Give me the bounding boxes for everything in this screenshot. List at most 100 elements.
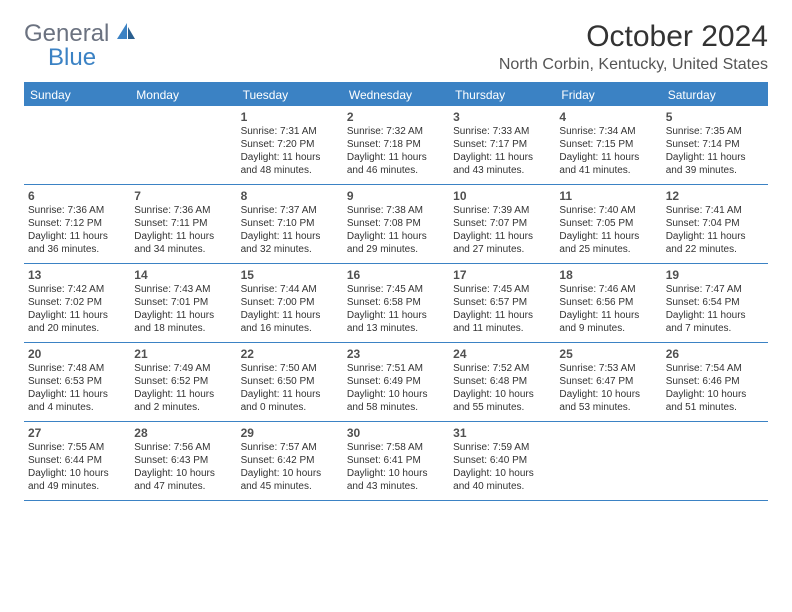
calendar: SundayMondayTuesdayWednesdayThursdayFrid… (24, 82, 768, 501)
title-block: October 2024 North Corbin, Kentucky, Uni… (499, 20, 768, 74)
sunset-text: Sunset: 7:11 PM (134, 217, 232, 230)
sunrise-text: Sunrise: 7:45 AM (453, 283, 551, 296)
sunrise-text: Sunrise: 7:58 AM (347, 441, 445, 454)
day-info: Sunrise: 7:59 AMSunset: 6:40 PMDaylight:… (453, 441, 551, 493)
sunrise-text: Sunrise: 7:46 AM (559, 283, 657, 296)
daylight-text: Daylight: 11 hours (666, 230, 764, 243)
sunrise-text: Sunrise: 7:59 AM (453, 441, 551, 454)
daylight-text: and 11 minutes. (453, 322, 551, 335)
day-info: Sunrise: 7:34 AMSunset: 7:15 PMDaylight:… (559, 125, 657, 177)
header: General Blue October 2024 North Corbin, … (24, 20, 768, 74)
day-cell: 9Sunrise: 7:38 AMSunset: 7:08 PMDaylight… (343, 185, 449, 263)
day-cell: 24Sunrise: 7:52 AMSunset: 6:48 PMDayligh… (449, 343, 555, 421)
day-cell (662, 422, 768, 500)
sunrise-text: Sunrise: 7:47 AM (666, 283, 764, 296)
daylight-text: and 16 minutes. (241, 322, 339, 335)
day-cell: 7Sunrise: 7:36 AMSunset: 7:11 PMDaylight… (130, 185, 236, 263)
day-info: Sunrise: 7:33 AMSunset: 7:17 PMDaylight:… (453, 125, 551, 177)
sail-icon (115, 21, 137, 48)
day-cell: 16Sunrise: 7:45 AMSunset: 6:58 PMDayligh… (343, 264, 449, 342)
location-label: North Corbin, Kentucky, United States (499, 56, 768, 74)
day-cell: 23Sunrise: 7:51 AMSunset: 6:49 PMDayligh… (343, 343, 449, 421)
day-info: Sunrise: 7:36 AMSunset: 7:12 PMDaylight:… (28, 204, 126, 256)
daylight-text: Daylight: 11 hours (559, 230, 657, 243)
day-cell: 20Sunrise: 7:48 AMSunset: 6:53 PMDayligh… (24, 343, 130, 421)
day-number: 19 (666, 266, 764, 283)
day-cell: 21Sunrise: 7:49 AMSunset: 6:52 PMDayligh… (130, 343, 236, 421)
daylight-text: and 43 minutes. (347, 480, 445, 493)
day-cell: 10Sunrise: 7:39 AMSunset: 7:07 PMDayligh… (449, 185, 555, 263)
sunset-text: Sunset: 6:43 PM (134, 454, 232, 467)
day-info: Sunrise: 7:52 AMSunset: 6:48 PMDaylight:… (453, 362, 551, 414)
day-info: Sunrise: 7:43 AMSunset: 7:01 PMDaylight:… (134, 283, 232, 335)
weekday-label: Tuesday (237, 84, 343, 106)
sunset-text: Sunset: 7:18 PM (347, 138, 445, 151)
sunset-text: Sunset: 7:14 PM (666, 138, 764, 151)
day-number: 6 (28, 187, 126, 204)
daylight-text: and 9 minutes. (559, 322, 657, 335)
day-number: 10 (453, 187, 551, 204)
sunrise-text: Sunrise: 7:37 AM (241, 204, 339, 217)
day-number: 16 (347, 266, 445, 283)
weekday-label: Wednesday (343, 84, 449, 106)
day-number: 2 (347, 108, 445, 125)
daylight-text: Daylight: 11 hours (241, 309, 339, 322)
sunrise-text: Sunrise: 7:41 AM (666, 204, 764, 217)
day-cell: 26Sunrise: 7:54 AMSunset: 6:46 PMDayligh… (662, 343, 768, 421)
day-info: Sunrise: 7:35 AMSunset: 7:14 PMDaylight:… (666, 125, 764, 177)
sunrise-text: Sunrise: 7:36 AM (28, 204, 126, 217)
daylight-text: Daylight: 11 hours (241, 388, 339, 401)
sunrise-text: Sunrise: 7:57 AM (241, 441, 339, 454)
day-info: Sunrise: 7:36 AMSunset: 7:11 PMDaylight:… (134, 204, 232, 256)
daylight-text: and 27 minutes. (453, 243, 551, 256)
daylight-text: and 51 minutes. (666, 401, 764, 414)
day-number: 5 (666, 108, 764, 125)
day-info: Sunrise: 7:31 AMSunset: 7:20 PMDaylight:… (241, 125, 339, 177)
sunset-text: Sunset: 6:58 PM (347, 296, 445, 309)
sunrise-text: Sunrise: 7:53 AM (559, 362, 657, 375)
sunrise-text: Sunrise: 7:56 AM (134, 441, 232, 454)
daylight-text: and 43 minutes. (453, 164, 551, 177)
week-row: 20Sunrise: 7:48 AMSunset: 6:53 PMDayligh… (24, 343, 768, 422)
daylight-text: and 49 minutes. (28, 480, 126, 493)
day-cell: 3Sunrise: 7:33 AMSunset: 7:17 PMDaylight… (449, 106, 555, 184)
sunset-text: Sunset: 7:15 PM (559, 138, 657, 151)
daylight-text: Daylight: 10 hours (559, 388, 657, 401)
weekday-label: Saturday (662, 84, 768, 106)
daylight-text: Daylight: 11 hours (28, 388, 126, 401)
daylight-text: Daylight: 10 hours (453, 467, 551, 480)
daylight-text: Daylight: 11 hours (453, 151, 551, 164)
day-cell: 2Sunrise: 7:32 AMSunset: 7:18 PMDaylight… (343, 106, 449, 184)
sunset-text: Sunset: 6:40 PM (453, 454, 551, 467)
daylight-text: and 29 minutes. (347, 243, 445, 256)
day-number: 7 (134, 187, 232, 204)
sunset-text: Sunset: 6:49 PM (347, 375, 445, 388)
day-info: Sunrise: 7:45 AMSunset: 6:58 PMDaylight:… (347, 283, 445, 335)
daylight-text: and 7 minutes. (666, 322, 764, 335)
day-number: 15 (241, 266, 339, 283)
sunrise-text: Sunrise: 7:40 AM (559, 204, 657, 217)
day-number: 18 (559, 266, 657, 283)
sunrise-text: Sunrise: 7:50 AM (241, 362, 339, 375)
daylight-text: Daylight: 11 hours (134, 309, 232, 322)
day-info: Sunrise: 7:40 AMSunset: 7:05 PMDaylight:… (559, 204, 657, 256)
sunset-text: Sunset: 6:50 PM (241, 375, 339, 388)
sunset-text: Sunset: 7:04 PM (666, 217, 764, 230)
daylight-text: and 48 minutes. (241, 164, 339, 177)
sunset-text: Sunset: 7:02 PM (28, 296, 126, 309)
daylight-text: and 25 minutes. (559, 243, 657, 256)
daylight-text: Daylight: 11 hours (134, 230, 232, 243)
week-row: 27Sunrise: 7:55 AMSunset: 6:44 PMDayligh… (24, 422, 768, 501)
sunrise-text: Sunrise: 7:38 AM (347, 204, 445, 217)
sunrise-text: Sunrise: 7:39 AM (453, 204, 551, 217)
day-number: 8 (241, 187, 339, 204)
day-info: Sunrise: 7:38 AMSunset: 7:08 PMDaylight:… (347, 204, 445, 256)
sunset-text: Sunset: 6:54 PM (666, 296, 764, 309)
sunrise-text: Sunrise: 7:31 AM (241, 125, 339, 138)
day-info: Sunrise: 7:32 AMSunset: 7:18 PMDaylight:… (347, 125, 445, 177)
weekday-label: Thursday (449, 84, 555, 106)
sunrise-text: Sunrise: 7:54 AM (666, 362, 764, 375)
sunrise-text: Sunrise: 7:52 AM (453, 362, 551, 375)
weekday-label: Friday (555, 84, 661, 106)
daylight-text: and 55 minutes. (453, 401, 551, 414)
